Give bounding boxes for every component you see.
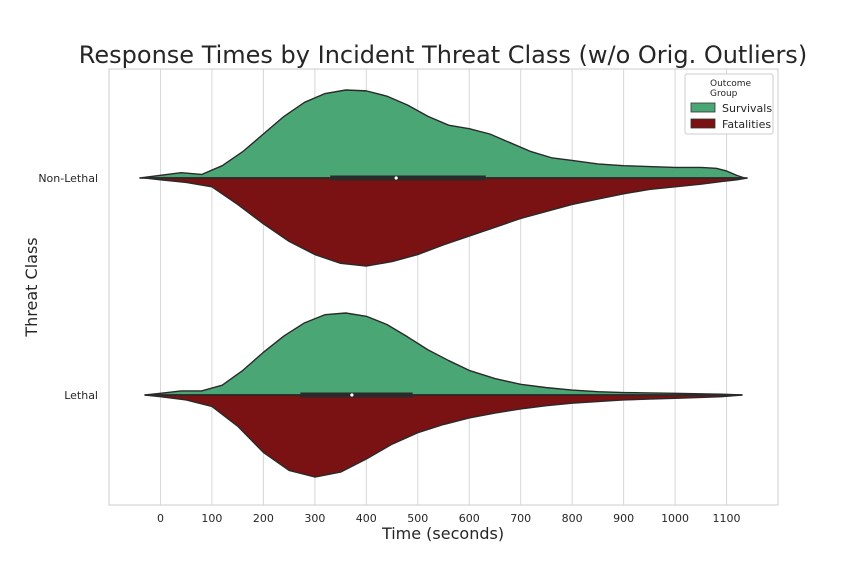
median-point-lethal (350, 393, 354, 397)
violin-bodies (139, 89, 748, 478)
x-tick-labels: 0 100 200 300 400 500 600 700 800 900 1000 1100 (157, 512, 741, 525)
y-tick-label-lethal: Lethal (64, 389, 98, 402)
x-tick-label-100: 100 (201, 512, 222, 525)
legend-title-line-1: Outcome (710, 79, 752, 89)
legend-swatch-fatalities (690, 118, 716, 129)
violin-survivals-lethal (144, 312, 743, 396)
x-axis-title: Time (seconds) (381, 524, 504, 543)
legend-label-fatalities: Fatalities (722, 118, 771, 131)
violin-fatalities-lethal (144, 394, 743, 478)
iqr-box-non-lethal (330, 175, 486, 181)
violin-survivals-non-lethal (139, 89, 746, 179)
legend-label-survivals: Survivals (722, 102, 772, 115)
y-tick-label-non-lethal: Non-Lethal (38, 172, 98, 185)
x-tick-label-1000: 1000 (661, 512, 689, 525)
x-tick-label-200: 200 (253, 512, 274, 525)
legend-swatch-survivals (690, 102, 716, 113)
x-tick-label-500: 500 (407, 512, 428, 525)
chart-title: Response Times by Incident Threat Class … (79, 41, 807, 69)
x-tick-label-1100: 1100 (713, 512, 741, 525)
x-tick-label-600: 600 (459, 512, 480, 525)
x-tick-label-800: 800 (562, 512, 583, 525)
legend-title-line-2: Group (710, 89, 738, 99)
x-tick-label-300: 300 (304, 512, 325, 525)
median-point-non-lethal (394, 176, 398, 180)
iqr-box-lethal (300, 392, 413, 398)
y-axis-title: Threat Class (22, 237, 41, 337)
y-tick-labels: Non-Lethal Lethal (38, 172, 98, 402)
x-tick-label-0: 0 (157, 512, 164, 525)
x-tick-label-900: 900 (613, 512, 634, 525)
inner-boxes (139, 175, 748, 398)
x-tick-label-400: 400 (356, 512, 377, 525)
x-tick-label-700: 700 (510, 512, 531, 525)
violin-fatalities-non-lethal (144, 177, 748, 267)
legend: Outcome Group Survivals Fatalities (684, 73, 774, 135)
